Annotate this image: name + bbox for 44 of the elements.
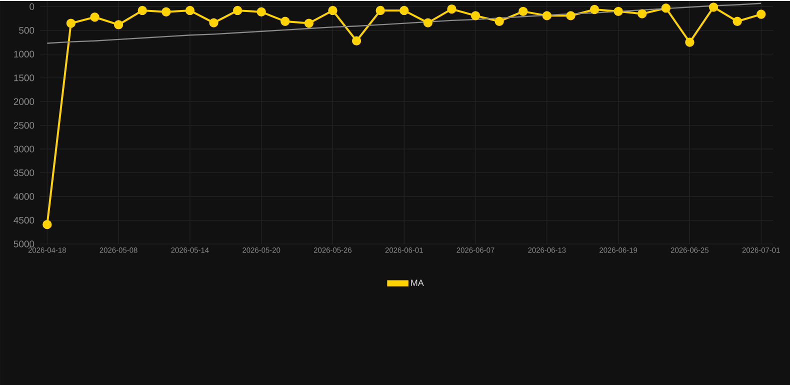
point [114,20,124,30]
point [256,7,266,16]
point [185,6,195,16]
legend-label: MA [411,280,424,286]
point [614,6,623,16]
point [590,4,600,14]
point [280,16,290,26]
point [138,6,147,16]
point [90,12,100,22]
point [328,6,338,16]
point [732,16,742,26]
point [494,16,504,26]
point [232,6,242,16]
point [756,10,766,19]
point [447,4,456,14]
y-tick-label: 3000 [14,146,34,152]
point [352,36,362,46]
point [566,11,576,20]
point [542,11,552,20]
point [66,18,76,28]
y-tick-label: 3500 [14,169,34,176]
y-tick-label: 4000 [14,193,34,200]
y-tick-label: 1000 [14,50,34,58]
point [661,4,670,13]
point [42,220,52,230]
y-tick-label: 2000 [14,98,34,105]
point [400,6,409,16]
y-tick-label: 1500 [14,74,34,82]
point [162,7,171,16]
line-series [46,2,762,44]
point [209,18,218,28]
point [708,2,718,12]
point [638,9,647,18]
y-tick-label: 0 [30,3,34,10]
point [518,6,528,16]
point [470,11,480,20]
point [304,18,314,28]
point [685,38,694,47]
y-tick-label: 2500 [14,122,34,129]
y-tick-label: 4500 [14,216,34,224]
point [376,6,385,16]
y-tick-label: 5000 [14,240,34,248]
point [423,18,433,28]
y-tick-label: 500 [19,27,34,34]
